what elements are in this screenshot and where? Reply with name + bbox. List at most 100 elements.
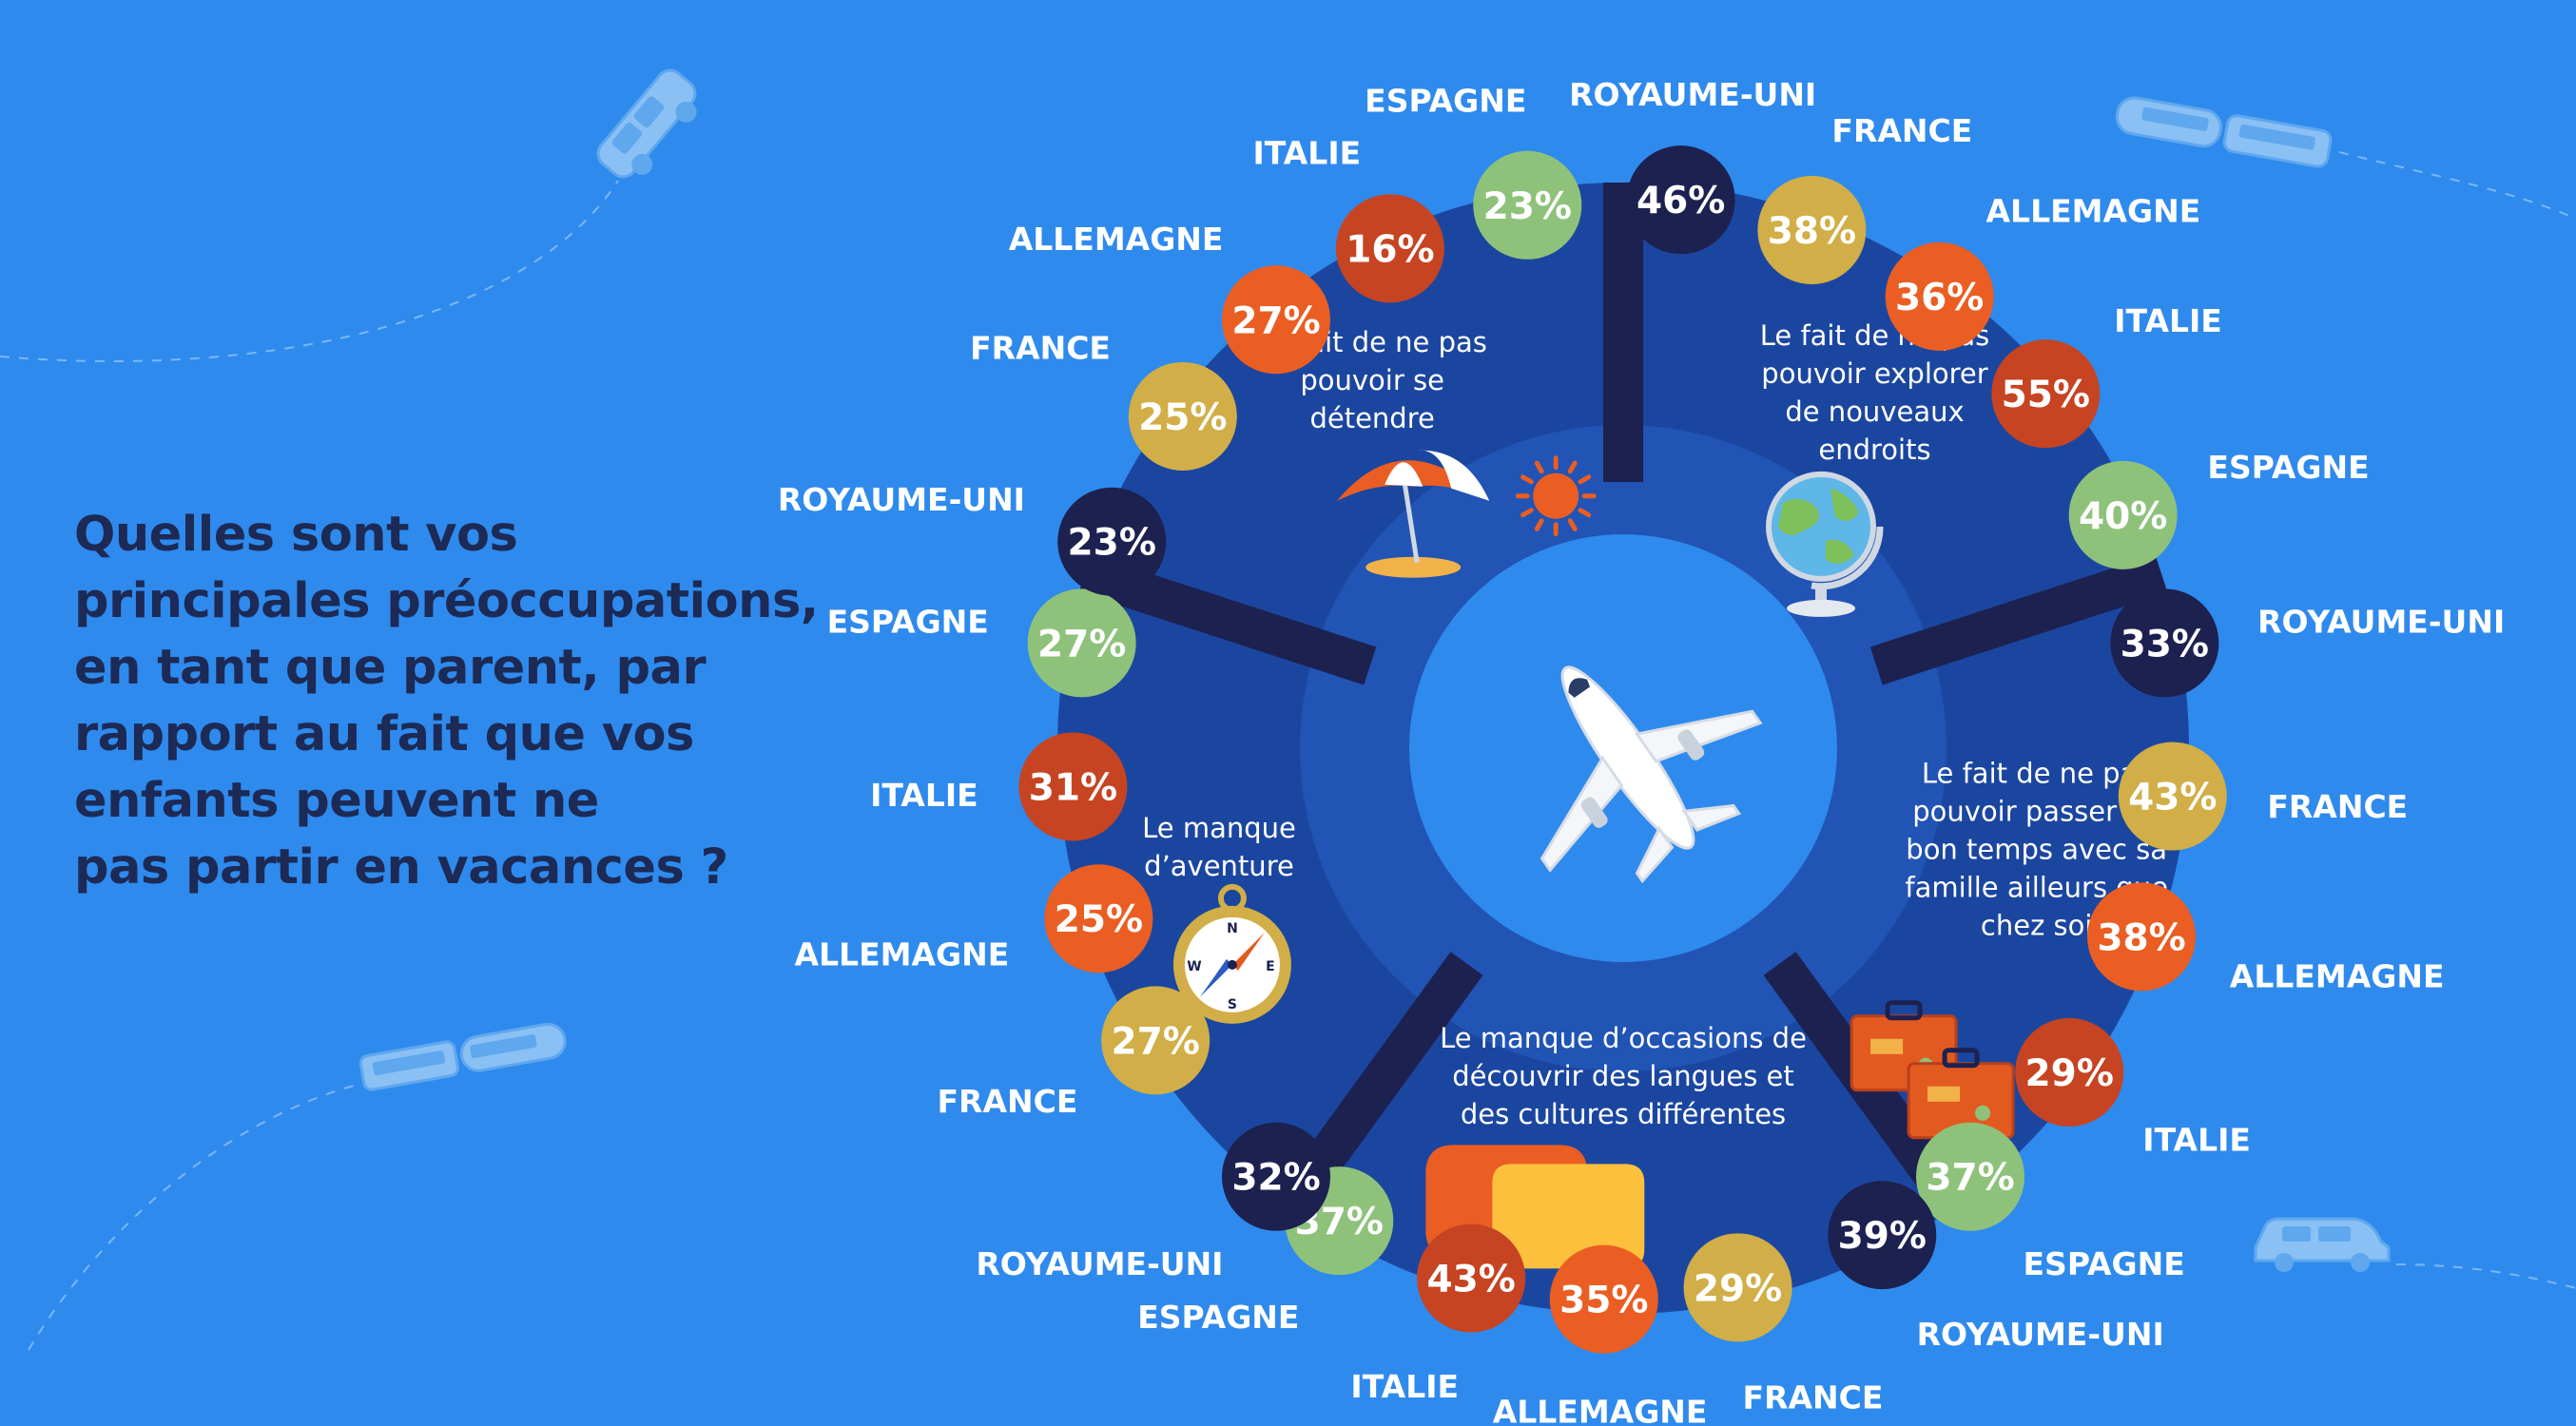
country-label: ALLEMAGNE [1986, 193, 2201, 230]
compass-icon: N S E W [1172, 883, 1291, 1024]
country-label: FRANCE [1743, 1379, 1884, 1416]
country-label: ALLEMAGNE [1493, 1394, 1708, 1426]
compass-letter: W [1187, 959, 1201, 974]
country-label: ESPAGNE [2024, 1245, 2185, 1282]
sector-label-line: endroits [1818, 434, 1930, 466]
question-line: en tant que parent, par [74, 640, 707, 696]
sector-label: Le manque d’occasions de découvrir des la… [1440, 1022, 1807, 1130]
question-title: Quelles sont vos principales préoccupati… [74, 502, 819, 901]
percent-bubble [1626, 145, 1735, 255]
suitcase-sticker [1927, 1086, 1961, 1102]
percent-value: 27% [1111, 1020, 1199, 1063]
percent-value: 37% [1926, 1157, 2014, 1200]
beach-umbrella-icon [1337, 450, 1597, 578]
percent-bubble [1128, 361, 1237, 471]
percent-bubble [1221, 265, 1330, 375]
percent-value: 29% [2025, 1052, 2114, 1095]
percent-bubble [1683, 1233, 1792, 1342]
percent-value: 40% [2079, 495, 2167, 538]
sun-ray [1578, 508, 1592, 518]
country-label: FRANCE [937, 1083, 1077, 1120]
percent-value: 39% [1838, 1215, 1927, 1258]
percent-value: 38% [2097, 916, 2185, 959]
train-icon [2115, 96, 2333, 168]
percent-value: 43% [1426, 1259, 1515, 1301]
sun-ray [1567, 460, 1578, 474]
percent-value: 38% [1768, 210, 1856, 253]
question-line: enfants peuvent ne [74, 773, 599, 829]
percent-value: 55% [2002, 374, 2090, 416]
globe-icon [1766, 471, 1884, 617]
country-label: ROYAUME-UNI [1569, 76, 1816, 113]
car-icon [596, 68, 697, 179]
dashed-route [0, 180, 619, 362]
compass-pin [1227, 959, 1237, 970]
percent-value: 27% [1037, 623, 1126, 665]
sand-mound [1365, 556, 1462, 578]
sun-icon [1515, 455, 1597, 537]
airplane-engine [1677, 729, 1705, 761]
umbrella-stripe [1385, 462, 1424, 487]
umbrella-pole [1401, 476, 1420, 564]
percent-bubble [1991, 339, 2101, 449]
sector-label-line: Le manque d’occasions de [1440, 1022, 1807, 1054]
compass-needle [1199, 958, 1232, 997]
percent-bubble [1057, 487, 1167, 596]
sector-label-line: Le manque [1142, 812, 1296, 844]
percent-bubble [1757, 175, 1867, 284]
car-icon [2254, 1217, 2391, 1272]
suitcase-sticker [1870, 1038, 1904, 1054]
percent-value: 16% [1346, 228, 1434, 271]
percent-bubble [2110, 588, 2219, 698]
percent-bubble [1221, 1122, 1330, 1231]
percent-bubble [2068, 460, 2178, 569]
percent-bubble [1828, 1181, 1937, 1290]
percent-bubble [1101, 986, 1211, 1095]
sun-ray [1520, 474, 1534, 485]
sun-disc [1533, 472, 1579, 519]
sector-label-line: Le fait de ne pas [1922, 757, 2152, 789]
sector-divider [1869, 554, 2168, 685]
sun-ray [1534, 460, 1544, 474]
sector-label-line: découvrir des langues et [1452, 1060, 1794, 1092]
suitcase-handle [1942, 1048, 1980, 1069]
percent-bubble [1018, 732, 1128, 841]
sector-label-line: d’aventure [1144, 850, 1294, 882]
percent-value: 23% [1068, 522, 1156, 565]
sector-label-line: détendre [1309, 402, 1434, 434]
sector-label: Le fait de ne pas pouvoir passer du bon te… [1905, 757, 2168, 941]
dashed-route [2395, 1263, 2576, 1289]
sector-label-line: chez soi [1981, 909, 2093, 941]
sector-label-line: de nouveaux [1785, 395, 1964, 428]
percent-value: 43% [2128, 777, 2217, 819]
country-label: ALLEMAGNE [2230, 957, 2445, 994]
percent-value: 33% [2121, 623, 2209, 665]
country-label: ROYAUME-UNI [778, 481, 1025, 518]
globe-base [1787, 599, 1856, 617]
percent-value: 23% [1483, 185, 1572, 228]
country-label: ITALIE [2114, 302, 2222, 339]
airplane-wings [1540, 709, 1763, 873]
percent-bubble [1916, 1122, 2025, 1231]
sector-label: Le fait de ne pas pouvoir explorer de nouv… [1760, 319, 1990, 466]
percent-value: 27% [1231, 299, 1320, 342]
radial-chart: Le fait de ne pas pouvoir explorer de nouv… [778, 76, 2505, 1426]
suitcase-icon [1850, 1000, 2015, 1140]
country-label: ESPAGNE [827, 603, 989, 640]
country-label: ITALIE [870, 777, 978, 814]
sun-ray [1567, 518, 1578, 531]
dashed-route [2338, 151, 2576, 220]
percent-value: 31% [1029, 766, 1117, 809]
percent-value: 25% [1055, 898, 1143, 941]
percent-value: 36% [1895, 277, 1984, 319]
suitcase-sticker [1975, 1105, 1991, 1121]
percent-bubble [1549, 1244, 1658, 1354]
question-line: Quelles sont vos [74, 507, 518, 563]
percent-bubble [1417, 1224, 1526, 1333]
sector-label: Le manque d’aventure [1142, 812, 1296, 882]
compass-letter: E [1266, 959, 1275, 974]
question-line: rapport au fait que vos [74, 706, 694, 762]
question-line: principales préoccupations, [74, 573, 819, 629]
percent-value: 32% [1231, 1157, 1320, 1200]
